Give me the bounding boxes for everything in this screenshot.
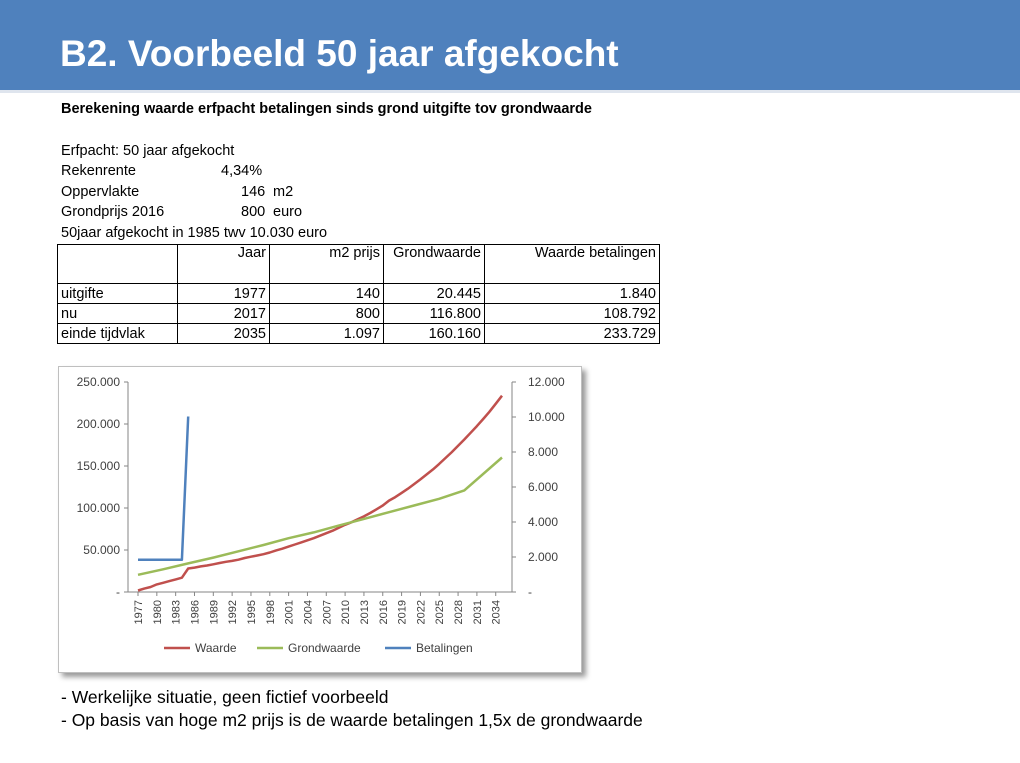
afgekocht-line: 50jaar afgekocht in 1985 twv 10.030 euro <box>61 225 327 241</box>
right-tick-label: 4.000 <box>528 515 558 529</box>
bullet-1: - Werkelijke situatie, geen fictief voor… <box>61 687 389 707</box>
x-tick-label: 2001 <box>284 600 296 624</box>
x-tick-label: 1986 <box>189 600 201 624</box>
right-tick-label: 6.000 <box>528 480 558 494</box>
oppervlakte-label: Oppervlakte <box>61 184 140 200</box>
series-line-waarde <box>137 394 503 592</box>
left-tick-label: 100.000 <box>77 501 121 515</box>
table-cell: 2035 <box>177 323 270 344</box>
x-tick-label: 2028 <box>453 600 465 624</box>
rekenrente-value: 4,34% <box>221 163 263 179</box>
slide-title: B2. Voorbeeld 50 jaar afgekocht <box>60 33 619 74</box>
x-tick-label: 1992 <box>227 600 239 624</box>
right-tick-label: 2.000 <box>528 550 558 564</box>
grondprijs-unit: euro <box>273 204 303 220</box>
chart-svg: - 50.000 100.000 150.000 200.000 250.000 - 2.00… <box>77 375 565 655</box>
table-header-row: Jaar m2 prijs Grondwaarde Waarde betalin… <box>57 244 660 284</box>
x-tick-label: 2025 <box>434 600 446 624</box>
calculation-table: Jaar m2 prijs Grondwaarde Waarde betalin… <box>57 244 660 344</box>
oppervlakte-unit: m2 <box>273 184 294 200</box>
x-tick-label: 1998 <box>265 600 277 624</box>
table-header-cell <box>57 244 178 284</box>
left-tick-label: 250.000 <box>77 375 121 389</box>
grondprijs-value: 800 <box>241 204 266 220</box>
x-tick-label: 1977 <box>133 600 145 624</box>
x-tick-label: 2010 <box>340 600 352 624</box>
rekenrente-label: Rekenrente <box>61 163 136 179</box>
erfpacht-line: Erfpacht: 50 jaar afgekocht <box>61 143 234 159</box>
left-tick-label: - <box>116 585 120 599</box>
x-tick-label: 2004 <box>302 600 314 624</box>
legend-label: Grondwaarde <box>288 641 361 655</box>
table-cell: 116.800 <box>383 303 485 324</box>
right-tick-label: - <box>528 585 532 599</box>
legend-label: Waarde <box>195 641 237 655</box>
table-cell: 233.729 <box>484 323 660 344</box>
oppervlakte-value: 146 <box>241 184 266 200</box>
left-tick-label: 150.000 <box>77 459 121 473</box>
table-header-cell: Waarde betalingen <box>484 244 660 284</box>
x-tick-label: 1980 <box>152 600 164 624</box>
left-tick-label: 50.000 <box>83 543 120 557</box>
x-tick-label: 2031 <box>472 600 484 624</box>
table-cell: uitgifte <box>57 283 178 304</box>
x-tick-label: 2013 <box>359 600 371 624</box>
line-chart: - 50.000 100.000 150.000 200.000 250.000 - 2.00… <box>58 366 582 673</box>
table-row: einde tijdvlak 2035 1.097 160.160 233.72… <box>57 323 660 344</box>
bullet-2: - Op basis van hoge m2 prijs is de waard… <box>61 710 643 730</box>
table-cell: 1.097 <box>269 323 384 344</box>
table-row: uitgifte 1977 140 20.445 1.840 <box>57 283 660 304</box>
table-cell: 1977 <box>177 283 270 304</box>
left-tick-label: 200.000 <box>77 417 121 431</box>
x-tick-label: 2007 <box>321 600 333 624</box>
x-tick-label: 2022 <box>415 600 427 624</box>
right-tick-label: 8.000 <box>528 445 558 459</box>
right-tick-label: 12.000 <box>528 375 565 389</box>
table-cell: 2017 <box>177 303 270 324</box>
series-line-grondwaarde <box>137 456 503 577</box>
right-tick-label: 10.000 <box>528 410 565 424</box>
table-header-cell: Jaar <box>177 244 270 284</box>
table-header-cell: m2 prijs <box>269 244 384 284</box>
table-header-cell: Grondwaarde <box>383 244 485 284</box>
afgekocht-text: 50jaar afgekocht in 1985 twv 10.030 euro <box>61 225 328 241</box>
calculation-subtitle: Berekening waarde erfpacht betalingen si… <box>61 101 592 117</box>
table-cell: 1.840 <box>484 283 660 304</box>
table-cell: 20.445 <box>383 283 485 304</box>
table-cell: nu <box>57 303 178 324</box>
header-divider <box>0 90 1020 93</box>
table-cell: 108.792 <box>484 303 660 324</box>
table-cell: einde tijdvlak <box>57 323 178 344</box>
table-cell: 800 <box>269 303 384 324</box>
x-tick-label: 1995 <box>246 600 258 624</box>
x-tick-label: 1989 <box>208 600 220 624</box>
table-row: nu 2017 800 116.800 108.792 <box>57 303 660 324</box>
x-tick-label: 2019 <box>397 600 409 624</box>
table-cell: 140 <box>269 283 384 304</box>
erfpacht-text: Erfpacht: 50 jaar afgekocht <box>61 143 235 159</box>
legend-label: Betalingen <box>416 641 473 655</box>
table-cell: 160.160 <box>383 323 485 344</box>
x-tick-label: 2034 <box>491 600 503 624</box>
x-tick-label: 2016 <box>378 600 390 624</box>
slide-header <box>0 0 1020 90</box>
x-tick-label: 1983 <box>171 600 183 624</box>
grondprijs-label: Grondprijs 2016 <box>61 204 165 220</box>
series-line-betalingen <box>138 416 190 562</box>
